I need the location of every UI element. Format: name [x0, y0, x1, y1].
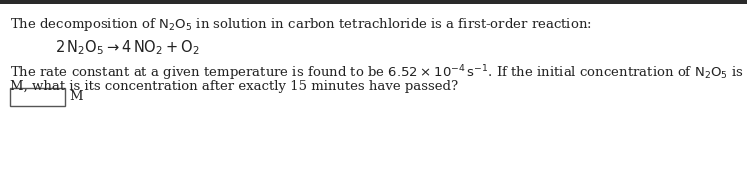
- Text: $\mathrm{2\,N_2O_5 \rightarrow 4\,NO_2 + O_2}$: $\mathrm{2\,N_2O_5 \rightarrow 4\,NO_2 +…: [55, 38, 199, 57]
- Text: M: M: [69, 90, 83, 103]
- Bar: [0, 0, 747, 4]
- Text: M, what is its concentration after exactly 15 minutes have passed?: M, what is its concentration after exact…: [10, 80, 458, 93]
- Bar: [10, 88, 65, 106]
- Text: The rate constant at a given temperature is found to be $6.52 \times 10^{-4}\,\m: The rate constant at a given temperature…: [10, 63, 747, 83]
- Text: The decomposition of $\mathrm{N_2O_5}$ in solution in carbon tetrachloride is a : The decomposition of $\mathrm{N_2O_5}$ i…: [10, 16, 592, 33]
